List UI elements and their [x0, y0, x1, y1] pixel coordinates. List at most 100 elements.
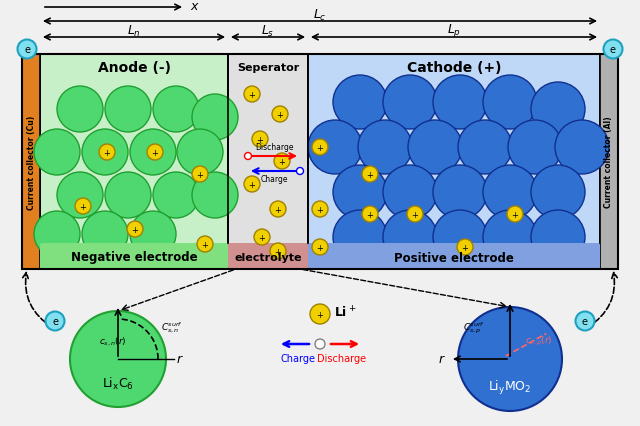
Circle shape [433, 166, 487, 219]
Circle shape [244, 153, 252, 160]
Text: $+$: $+$ [196, 170, 204, 180]
Circle shape [197, 236, 213, 253]
Text: Current collector (Al): Current collector (Al) [605, 116, 614, 208]
Bar [22, 55, 40, 269]
Circle shape [270, 201, 286, 218]
Circle shape [82, 130, 128, 176]
Circle shape [274, 154, 290, 170]
Text: Cathode (+): Cathode (+) [407, 61, 501, 75]
Text: Current collector (Cu): Current collector (Cu) [26, 115, 35, 209]
Text: Seperator: Seperator [237, 63, 299, 73]
Text: $C_{s,n}^{surf}$: $C_{s,n}^{surf}$ [161, 320, 183, 334]
Circle shape [153, 87, 199, 132]
Circle shape [433, 210, 487, 265]
Text: $+$: $+$ [258, 233, 266, 242]
Circle shape [272, 107, 288, 123]
Circle shape [362, 207, 378, 222]
FancyBboxPatch shape [308, 243, 600, 269]
Circle shape [34, 130, 80, 176]
Circle shape [457, 239, 473, 256]
Circle shape [254, 230, 270, 245]
Circle shape [75, 199, 91, 215]
Text: electrolyte: electrolyte [234, 253, 301, 262]
Text: $+$: $+$ [511, 210, 519, 219]
Text: Positive electrode: Positive electrode [394, 251, 514, 264]
Text: e: e [52, 316, 58, 326]
Text: Discharge: Discharge [255, 143, 293, 152]
Circle shape [555, 121, 609, 175]
Circle shape [604, 40, 623, 59]
Circle shape [312, 201, 328, 218]
Text: $+$: $+$ [316, 143, 324, 153]
Circle shape [153, 173, 199, 219]
FancyBboxPatch shape [228, 243, 308, 269]
Bar [22, 55, 618, 269]
Text: Charge: Charge [260, 175, 288, 184]
Circle shape [531, 210, 585, 265]
Text: $+$: $+$ [274, 246, 282, 256]
Circle shape [458, 307, 562, 411]
Circle shape [507, 207, 523, 222]
Text: $L_p$: $L_p$ [447, 23, 461, 40]
Circle shape [82, 211, 128, 257]
Circle shape [408, 121, 462, 175]
Text: $c_{s,n}(r)$: $c_{s,n}(r)$ [99, 335, 127, 347]
Circle shape [312, 140, 328, 155]
Bar [40, 55, 228, 269]
Circle shape [270, 243, 286, 259]
Circle shape [483, 210, 537, 265]
Circle shape [244, 177, 260, 193]
Text: e: e [582, 316, 588, 326]
Circle shape [70, 311, 166, 407]
FancyBboxPatch shape [40, 243, 228, 269]
Circle shape [105, 87, 151, 132]
Circle shape [458, 121, 512, 175]
Circle shape [130, 130, 176, 176]
Bar [228, 55, 308, 269]
Text: $+$: $+$ [103, 148, 111, 158]
Circle shape [105, 173, 151, 219]
Circle shape [407, 207, 423, 222]
Circle shape [147, 145, 163, 161]
Text: Anode (-): Anode (-) [97, 61, 170, 75]
Circle shape [383, 76, 437, 130]
Circle shape [252, 132, 268, 148]
Circle shape [45, 312, 65, 331]
Text: $r$: $r$ [438, 353, 446, 366]
Text: $\mathrm{Li_yMO_2}$: $\mathrm{Li_yMO_2}$ [488, 378, 532, 396]
Text: $+$: $+$ [201, 239, 209, 249]
Text: $+$: $+$ [316, 242, 324, 253]
Circle shape [57, 173, 103, 219]
Text: $+$: $+$ [276, 110, 284, 120]
Circle shape [130, 211, 176, 257]
Text: $r$: $r$ [176, 353, 184, 366]
Circle shape [192, 95, 238, 141]
Text: $+$: $+$ [79, 201, 87, 211]
Circle shape [333, 76, 387, 130]
Text: $c_{s,p}(r)$: $c_{s,p}(r)$ [525, 334, 553, 347]
Circle shape [383, 210, 437, 265]
Text: $+$: $+$ [278, 157, 286, 167]
Circle shape [17, 40, 36, 59]
Bar [600, 55, 618, 269]
Text: $\mathrm{Li_xC_6}$: $\mathrm{Li_xC_6}$ [102, 375, 134, 391]
Text: $+$: $+$ [274, 204, 282, 215]
Text: $+$: $+$ [366, 210, 374, 219]
Circle shape [244, 87, 260, 103]
Circle shape [34, 211, 80, 257]
Text: $+$: $+$ [411, 210, 419, 219]
Circle shape [531, 83, 585, 137]
Circle shape [177, 130, 223, 176]
Circle shape [508, 121, 562, 175]
Text: $+$: $+$ [366, 170, 374, 180]
Text: Discharge: Discharge [317, 353, 367, 363]
Text: $+$: $+$ [151, 148, 159, 158]
Text: $L_s$: $L_s$ [261, 23, 275, 38]
Circle shape [433, 76, 487, 130]
Text: $x$: $x$ [190, 0, 200, 14]
Circle shape [333, 166, 387, 219]
Circle shape [483, 76, 537, 130]
Text: $C_{s,p}^{surf}$: $C_{s,p}^{surf}$ [463, 320, 485, 335]
Text: e: e [610, 45, 616, 55]
Circle shape [57, 87, 103, 132]
